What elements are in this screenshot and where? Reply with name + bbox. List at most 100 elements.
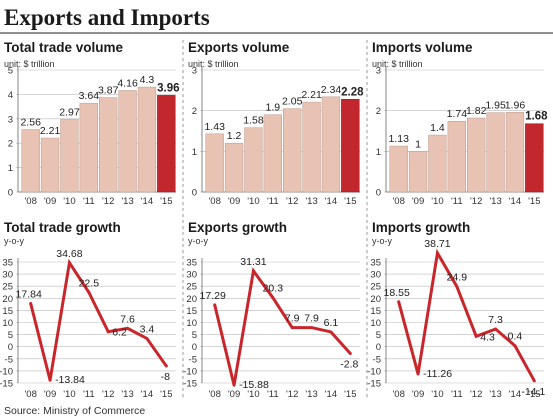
y-tick-label: -10 bbox=[367, 366, 381, 377]
unit-label: unit: $ trillion bbox=[188, 59, 239, 69]
bar-value-label: 1 bbox=[415, 138, 421, 150]
y-tick-label: 0 bbox=[8, 342, 13, 353]
x-tick-label: '13 bbox=[489, 196, 501, 207]
bar bbox=[157, 95, 176, 193]
bar bbox=[60, 119, 79, 193]
x-tick-label: '13 bbox=[305, 196, 317, 207]
x-tick-label: '08 bbox=[24, 389, 36, 400]
line-point bbox=[348, 351, 352, 355]
growth-value-label: 3.4 bbox=[140, 323, 155, 335]
x-tick-label: '08 bbox=[392, 389, 404, 400]
line-point bbox=[532, 379, 536, 383]
bar-value-label: 2.21 bbox=[301, 89, 322, 101]
x-tick-label: '12 bbox=[286, 196, 298, 207]
x-tick-label: '10 bbox=[247, 389, 259, 400]
bar-value-label: 1.58 bbox=[243, 115, 264, 127]
panel-title: Imports growth bbox=[372, 220, 470, 235]
x-tick-label: '09 bbox=[412, 389, 424, 400]
x-tick-label: '14 bbox=[325, 389, 337, 400]
growth-line bbox=[29, 258, 168, 381]
y-tick-label: 1 bbox=[376, 147, 381, 158]
bar-value-label: 1.4 bbox=[430, 122, 445, 134]
bar-value-label: 2.56 bbox=[20, 117, 41, 129]
bar-value-label: 1.2 bbox=[227, 130, 242, 142]
growth-value-label: 7.9 bbox=[304, 313, 319, 325]
y-tick-label: 0 bbox=[8, 188, 13, 199]
x-tick-label: '13 bbox=[121, 389, 133, 400]
bar bbox=[118, 90, 137, 193]
growth-line bbox=[213, 267, 352, 386]
bar-value-label: 1.82 bbox=[466, 105, 487, 117]
growth-value-label: 0.4 bbox=[508, 331, 523, 343]
line-point bbox=[416, 372, 420, 376]
bar-panel-1: Exports volume unit: $ trillion 0 1 2 3 '08 '09… bbox=[188, 40, 364, 207]
x-tick-label: '13 bbox=[489, 389, 501, 400]
line-point bbox=[106, 330, 110, 334]
x-tick-label: '14 bbox=[325, 196, 337, 207]
bar-value-label: 2.05 bbox=[282, 96, 303, 108]
line-point bbox=[213, 303, 217, 307]
unit-label: unit: $ trillion bbox=[4, 59, 55, 69]
line-point bbox=[48, 378, 52, 382]
x-tick-label: '08 bbox=[24, 196, 36, 207]
y-tick-label: 35 bbox=[186, 258, 197, 269]
line-point bbox=[310, 326, 314, 330]
growth-value-label: 18.55 bbox=[384, 287, 410, 299]
y-tick-label: 5 bbox=[192, 330, 197, 341]
growth-value-label: 4.3 bbox=[480, 331, 495, 343]
bar bbox=[447, 120, 466, 193]
y-tick-label: -5 bbox=[373, 354, 381, 365]
growth-value-label: -14.1 bbox=[521, 386, 545, 398]
growth-value-label: 34.68 bbox=[56, 248, 82, 260]
y-tick-label: 1 bbox=[192, 147, 197, 158]
bar bbox=[302, 101, 321, 193]
growth-value-label: 6.1 bbox=[324, 317, 339, 329]
y-tick-label: 2 bbox=[8, 139, 13, 150]
line-point bbox=[513, 344, 517, 348]
growth-value-label: 24.9 bbox=[447, 271, 468, 283]
line-panel-2: Imports growthy-o-y-15-10-50510152025303… bbox=[367, 220, 545, 400]
growth-value-label: -13.84 bbox=[55, 374, 85, 386]
y-tick-label: 3 bbox=[8, 114, 13, 125]
y-tick-label: -15 bbox=[0, 379, 13, 390]
y-tick-label: 15 bbox=[186, 306, 197, 317]
x-tick-label: '15 bbox=[160, 196, 172, 207]
bar bbox=[321, 96, 341, 193]
x-tick-label: '10 bbox=[63, 389, 75, 400]
y-tick-label: 2 bbox=[192, 106, 197, 117]
y-tick-label: 35 bbox=[2, 258, 13, 269]
x-tick-label: '14 bbox=[509, 196, 521, 207]
line-point bbox=[126, 326, 130, 330]
bar-panel-0: Total trade volume unit: $ trillion 0 1 2 3 4 5… bbox=[4, 40, 180, 207]
bar bbox=[428, 134, 447, 193]
y-tick-label: 25 bbox=[186, 282, 197, 293]
growth-value-label: 7.3 bbox=[488, 314, 503, 326]
y-tick-label: 25 bbox=[2, 282, 13, 293]
y-tick-label: 30 bbox=[2, 270, 13, 281]
y-tick-label: 15 bbox=[370, 306, 381, 317]
growth-value-label: -11.26 bbox=[423, 368, 452, 380]
x-tick-label: '10 bbox=[247, 196, 259, 207]
bar bbox=[467, 117, 486, 193]
bar-value-label: 3.96 bbox=[157, 82, 179, 94]
x-tick-label: '14 bbox=[141, 389, 153, 400]
bar-panel-2: Imports volume unit: $ trillion 0 1 2 3 '08 '09… bbox=[372, 40, 548, 207]
x-tick-label: '09 bbox=[412, 196, 424, 207]
x-tick-label: '08 bbox=[392, 196, 404, 207]
bar bbox=[341, 99, 360, 193]
bar bbox=[244, 127, 263, 193]
bar bbox=[283, 108, 302, 193]
y-tick-label: 2 bbox=[376, 106, 381, 117]
line-point bbox=[29, 302, 33, 306]
line-point bbox=[455, 284, 459, 288]
x-tick-label: '11 bbox=[267, 389, 279, 400]
bar-value-label: 1.13 bbox=[388, 133, 409, 145]
x-tick-label: '14 bbox=[141, 196, 153, 207]
line-point bbox=[435, 251, 439, 255]
growth-value-label: 31.31 bbox=[240, 256, 266, 268]
y-tick-label: -10 bbox=[0, 366, 13, 377]
bar bbox=[21, 129, 40, 193]
y-tick-label: 20 bbox=[370, 294, 381, 305]
y-tick-label: 10 bbox=[186, 318, 197, 329]
